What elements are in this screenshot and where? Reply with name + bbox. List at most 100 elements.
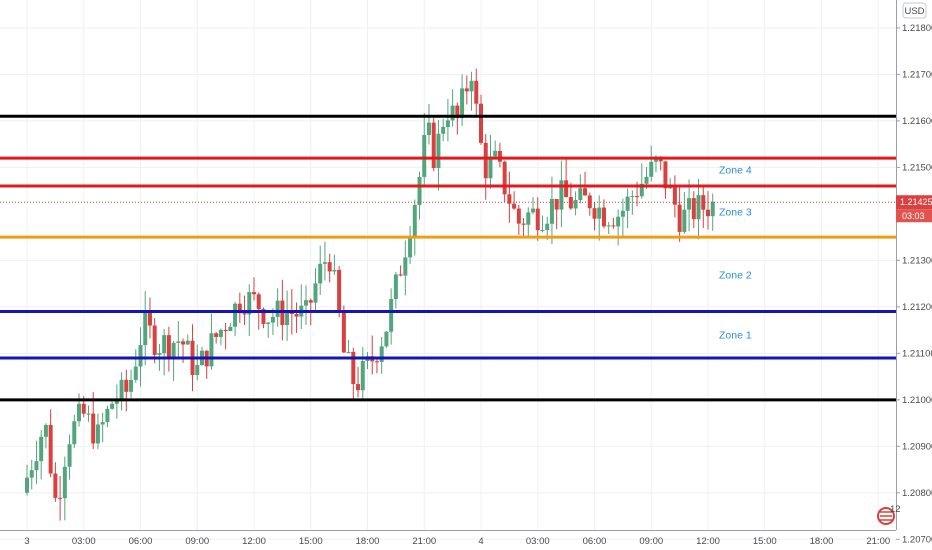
candle-body [105, 408, 110, 423]
candle-body [285, 311, 290, 326]
candles [25, 68, 715, 521]
candle-body [152, 325, 157, 355]
candle-body [464, 88, 469, 92]
candle-body [389, 298, 394, 332]
x-tick-label: 09:00 [639, 536, 663, 547]
candle-body [304, 300, 309, 306]
candle-body [228, 326, 233, 332]
candle-body [209, 333, 214, 367]
candle-body [597, 207, 602, 219]
candle-body [450, 105, 455, 121]
candle-body [247, 292, 252, 315]
candle-body [479, 103, 483, 143]
x-tick-label: 21:00 [866, 536, 890, 547]
candle-body [77, 403, 82, 422]
candle-body [157, 353, 162, 355]
candle-body [549, 199, 554, 224]
zone-label: Zone 1 [719, 330, 752, 342]
candle-body [81, 403, 86, 414]
candle-body [601, 207, 606, 227]
candle-body [185, 340, 190, 345]
candle-body [672, 185, 677, 205]
candle-body [379, 346, 384, 362]
candle-body [578, 188, 583, 201]
y-tick-label: 1.21300 [902, 255, 932, 266]
candle-body [398, 274, 403, 276]
candle-body [696, 195, 701, 220]
candle-body [408, 238, 413, 258]
candle-body [653, 157, 658, 162]
candle-body [583, 188, 588, 196]
candle-body [441, 127, 446, 134]
badge-number: 12 [890, 504, 901, 515]
candle-body [39, 436, 44, 462]
candle-body [521, 223, 526, 225]
candle-body [426, 122, 431, 136]
candle-body [176, 341, 181, 343]
x-tick-label: 12:00 [696, 536, 720, 547]
price-axis-panel [896, 0, 932, 550]
candle-body [119, 379, 124, 401]
candle-body [611, 225, 616, 227]
candle-body [554, 199, 559, 210]
candle-body [129, 379, 134, 392]
candle-body [143, 312, 148, 346]
candle-body [218, 329, 223, 337]
candle-body [181, 341, 186, 345]
candle-body [682, 209, 687, 232]
candle-body [48, 424, 53, 474]
y-tick-label: 1.21500 [902, 162, 932, 173]
candle-body [356, 384, 361, 391]
candle-body [223, 329, 228, 332]
candle-body [346, 351, 351, 353]
candle-body [436, 133, 441, 169]
candle-body [374, 361, 379, 363]
candle-body [25, 477, 29, 493]
candle-body [337, 269, 342, 313]
x-tick-label: 4 [478, 536, 483, 547]
zone-label: Zone 2 [719, 269, 752, 281]
candle-body [53, 473, 58, 498]
candle-body [469, 80, 474, 92]
candle-body [497, 150, 502, 162]
candle-body [460, 88, 465, 119]
candle-body [417, 176, 422, 205]
currency-label: USD [904, 6, 924, 17]
y-tick-label: 1.21200 [902, 302, 932, 313]
candle-body [327, 262, 332, 272]
candle-body [493, 150, 498, 157]
candle-body [677, 204, 682, 232]
candle-body [531, 208, 536, 213]
candle-body [341, 312, 346, 353]
last-price-label: 1.21425 [900, 197, 932, 207]
candle-body [322, 262, 327, 264]
horizontal-levels [0, 114, 896, 402]
x-tick-label: 06:00 [583, 536, 607, 547]
flag-stripes [880, 511, 892, 521]
candle-body [237, 303, 242, 314]
grid [0, 0, 896, 540]
candle-body [540, 230, 545, 232]
candle-body [162, 335, 167, 354]
x-tick-label: 03:00 [526, 536, 550, 547]
last-price-tag [896, 195, 932, 210]
candle-body [110, 403, 115, 409]
candle-body [639, 183, 644, 197]
candle-body [710, 201, 715, 217]
candle-body [687, 198, 692, 210]
candle-body [455, 105, 460, 119]
candle-body [195, 364, 200, 376]
candle-body [512, 203, 517, 209]
candle-body [275, 300, 280, 317]
candle-body [483, 142, 488, 179]
y-tick-label: 1.21000 [902, 395, 932, 406]
candle-body [242, 313, 247, 315]
candle-body [445, 120, 450, 128]
candle-body [261, 309, 266, 324]
candle-body [393, 274, 398, 299]
x-tick-label: 06:00 [129, 536, 153, 547]
candle-body [58, 497, 63, 499]
candle-body [91, 413, 96, 444]
candle-body [616, 216, 621, 227]
